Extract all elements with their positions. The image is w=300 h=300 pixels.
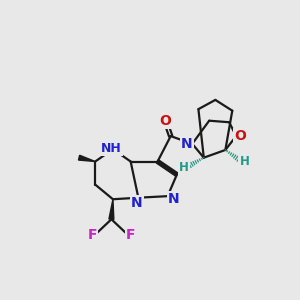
Text: N: N: [131, 196, 142, 210]
Polygon shape: [79, 155, 95, 161]
Text: H: H: [179, 161, 189, 174]
Polygon shape: [109, 199, 114, 219]
Text: H: H: [240, 155, 250, 168]
Text: NH: NH: [101, 142, 122, 155]
Text: N: N: [168, 192, 180, 206]
Text: N: N: [181, 137, 193, 151]
Text: F: F: [87, 228, 97, 242]
Text: O: O: [234, 129, 246, 143]
Text: O: O: [159, 114, 171, 128]
Text: F: F: [126, 228, 135, 242]
